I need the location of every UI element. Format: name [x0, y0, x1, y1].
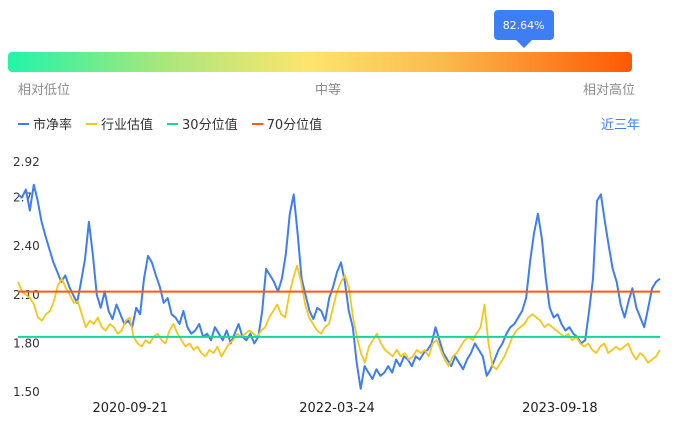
gauge-high-label: 相对高位: [583, 83, 636, 98]
legend-item-p70[interactable]: 70分位值: [251, 114, 323, 133]
x-tick-label: 2023-09-18: [522, 401, 598, 416]
legend-label-p70: 70分位值: [266, 118, 323, 133]
legend-swatch-p70: [251, 122, 263, 125]
y-tick-label: 2.40: [13, 239, 40, 253]
percentile-tooltip: 82.64%: [493, 10, 554, 48]
range-selector-3y[interactable]: 近三年: [600, 118, 640, 133]
legend-item-p30[interactable]: 30分位值: [167, 114, 238, 133]
y-tick-label: 1.80: [13, 336, 40, 350]
valuation-gauge-bar: [8, 52, 632, 72]
series-line-industry: [17, 264, 661, 371]
x-tick-label: 2020-09-21: [92, 401, 168, 416]
legend-swatch-industry: [86, 122, 98, 125]
legend-label-pb: 市净率: [33, 118, 73, 133]
legend-item-pb[interactable]: 市净率: [18, 114, 72, 133]
y-tick-label: 1.50: [13, 385, 40, 399]
legend-swatch-p30: [167, 122, 179, 125]
legend-label-industry: 行业估值: [101, 118, 154, 133]
legend-item-industry[interactable]: 行业估值: [86, 114, 153, 133]
y-tick-label: 2.92: [13, 155, 40, 169]
legend-swatch-pb: [18, 122, 29, 125]
legend-label-p30: 30分位值: [182, 118, 238, 133]
x-tick-label: 2022-03-24: [299, 401, 375, 416]
gauge-mid-label: 中等: [315, 83, 342, 98]
gauge-low-label: 相对低位: [18, 83, 71, 98]
chart-legend: 市净率 行业估值 30分位值 70分位值: [18, 114, 322, 133]
